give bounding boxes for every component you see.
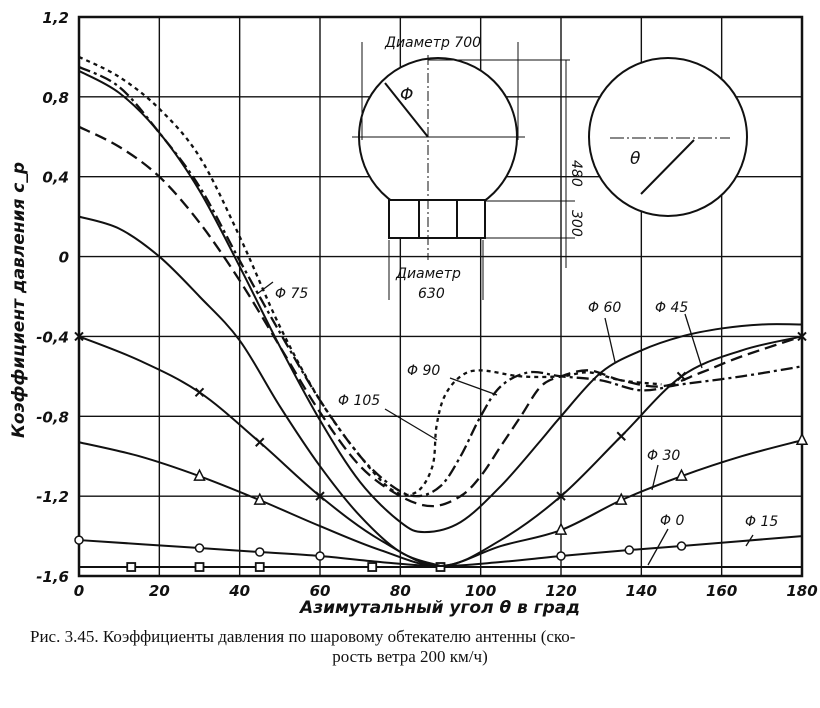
label-phi75-leader: [256, 281, 274, 295]
series-phi30: [78, 432, 809, 568]
circle-marker: [676, 541, 687, 551]
label-phi105-leader: [384, 408, 438, 441]
label-phi45: Φ 45: [655, 300, 688, 316]
series-phi105: [78, 55, 662, 497]
series-phi45-line: [78, 335, 803, 568]
label-phi15: Φ 15: [745, 514, 778, 530]
x-marker: [74, 331, 84, 342]
label-phi15-leader: [745, 534, 754, 547]
y-tick-label: 0: [59, 249, 69, 267]
label-phi90-leader: [449, 377, 498, 396]
triangle-marker: [675, 468, 688, 481]
x-tick-label: 120: [545, 582, 576, 600]
series-phi75: [78, 125, 803, 508]
label-phi60-leader: [604, 317, 616, 363]
label-phi60: Φ 60: [588, 300, 621, 316]
triangle-marker: [615, 492, 628, 505]
inset-diameter-label: Диаметр: [395, 266, 461, 282]
circle-marker: [74, 535, 84, 545]
y-axis-label: Коэффициент давления c_p: [9, 162, 29, 438]
plot-frame: [77, 15, 804, 578]
x-tick-label: 20: [149, 582, 170, 600]
label-phi105: Φ 105: [338, 393, 380, 409]
label-phi45-leader: [684, 313, 703, 369]
series-phi75-line: [78, 125, 803, 508]
y-tick-label: 1,2: [42, 9, 69, 27]
triangle-marker: [795, 432, 809, 445]
square-marker: [126, 562, 137, 572]
triangle-marker: [193, 468, 206, 481]
x-marker: [556, 491, 566, 501]
series-phi60-line: [78, 70, 803, 534]
series-phi15-line: [78, 535, 803, 568]
triangle-marker: [253, 492, 266, 505]
circle-marker: [624, 545, 635, 555]
circle-marker: [556, 551, 566, 561]
circle-marker: [194, 543, 205, 553]
x-marker: [616, 431, 626, 441]
x-tick-label: 40: [228, 582, 250, 600]
x-tick-label: 140: [626, 582, 657, 600]
y-tick-label: -0,4: [36, 328, 69, 346]
series-phi105-line: [78, 55, 662, 497]
series-lines: [74, 55, 809, 572]
y-tick-label: 0,8: [42, 89, 69, 107]
inset-height-300-label: 300: [568, 210, 584, 237]
y-tick-labels: 1,2 0,8 0,4 0 -0,4 -0,8 -1,2 -1,6: [36, 9, 69, 586]
x-tick-label: 60: [310, 582, 331, 600]
x-tick-labels: 0 20 40 60 80 100 120 140 160 180: [74, 582, 818, 600]
y-tick-label: -0,8: [36, 408, 69, 426]
inset-theta-label: θ: [630, 149, 641, 169]
series-phi15: [74, 535, 803, 568]
x-axis-label: Азимутальный угол θ в град: [298, 598, 580, 618]
label-phi0-leader: [647, 528, 669, 566]
x-tick-label: 80: [390, 582, 411, 600]
inset-diameter-700-label: Диаметр 700: [384, 35, 481, 51]
series-phi90-line: [78, 65, 803, 498]
circle-marker: [315, 551, 325, 561]
inset-diameter-630-label: 630: [418, 286, 445, 302]
y-tick-label: 0,4: [42, 169, 69, 187]
label-phi30: Φ 30: [647, 448, 680, 464]
square-marker: [254, 562, 265, 572]
caption-line-1: Рис. 3.45. Коэффициенты давления по шаро…: [30, 627, 576, 646]
series-labels: Φ 0 Φ 15 Φ 30 Φ 45 Φ 60 Φ 75 Φ 90 Φ 105: [256, 281, 778, 566]
label-phi30-leader: [651, 464, 659, 491]
x-marker: [255, 437, 265, 447]
inset-phi-label: Φ: [400, 85, 413, 105]
y-tick-label: -1,6: [36, 568, 69, 586]
x-marker: [315, 491, 325, 501]
x-tick-label: 160: [706, 582, 737, 600]
x-tick-label: 100: [465, 582, 496, 600]
label-phi90: Φ 90: [407, 363, 440, 379]
y-tick-label: -1,2: [36, 488, 69, 506]
x-marker: [194, 387, 205, 398]
x-tick-label: 180: [786, 582, 817, 600]
label-phi0: Φ 0: [660, 513, 684, 529]
inset-height-480-label: 480: [568, 160, 584, 187]
circle-marker: [255, 547, 265, 557]
series-unlabeled: [78, 215, 441, 567]
square-marker: [367, 562, 378, 572]
series-phi60: [78, 70, 803, 534]
label-phi75: Φ 75: [275, 286, 308, 302]
square-marker: [194, 562, 205, 572]
x-tick-label: 0: [74, 582, 84, 600]
series-phi90: [78, 65, 803, 498]
triangle-marker: [554, 522, 568, 535]
series-unlabeled-line: [78, 215, 441, 567]
caption-line-2: рость ветра 200 км/ч): [332, 647, 488, 666]
inset-sphere-diagram: [352, 42, 748, 300]
series-phi45: [74, 331, 807, 568]
